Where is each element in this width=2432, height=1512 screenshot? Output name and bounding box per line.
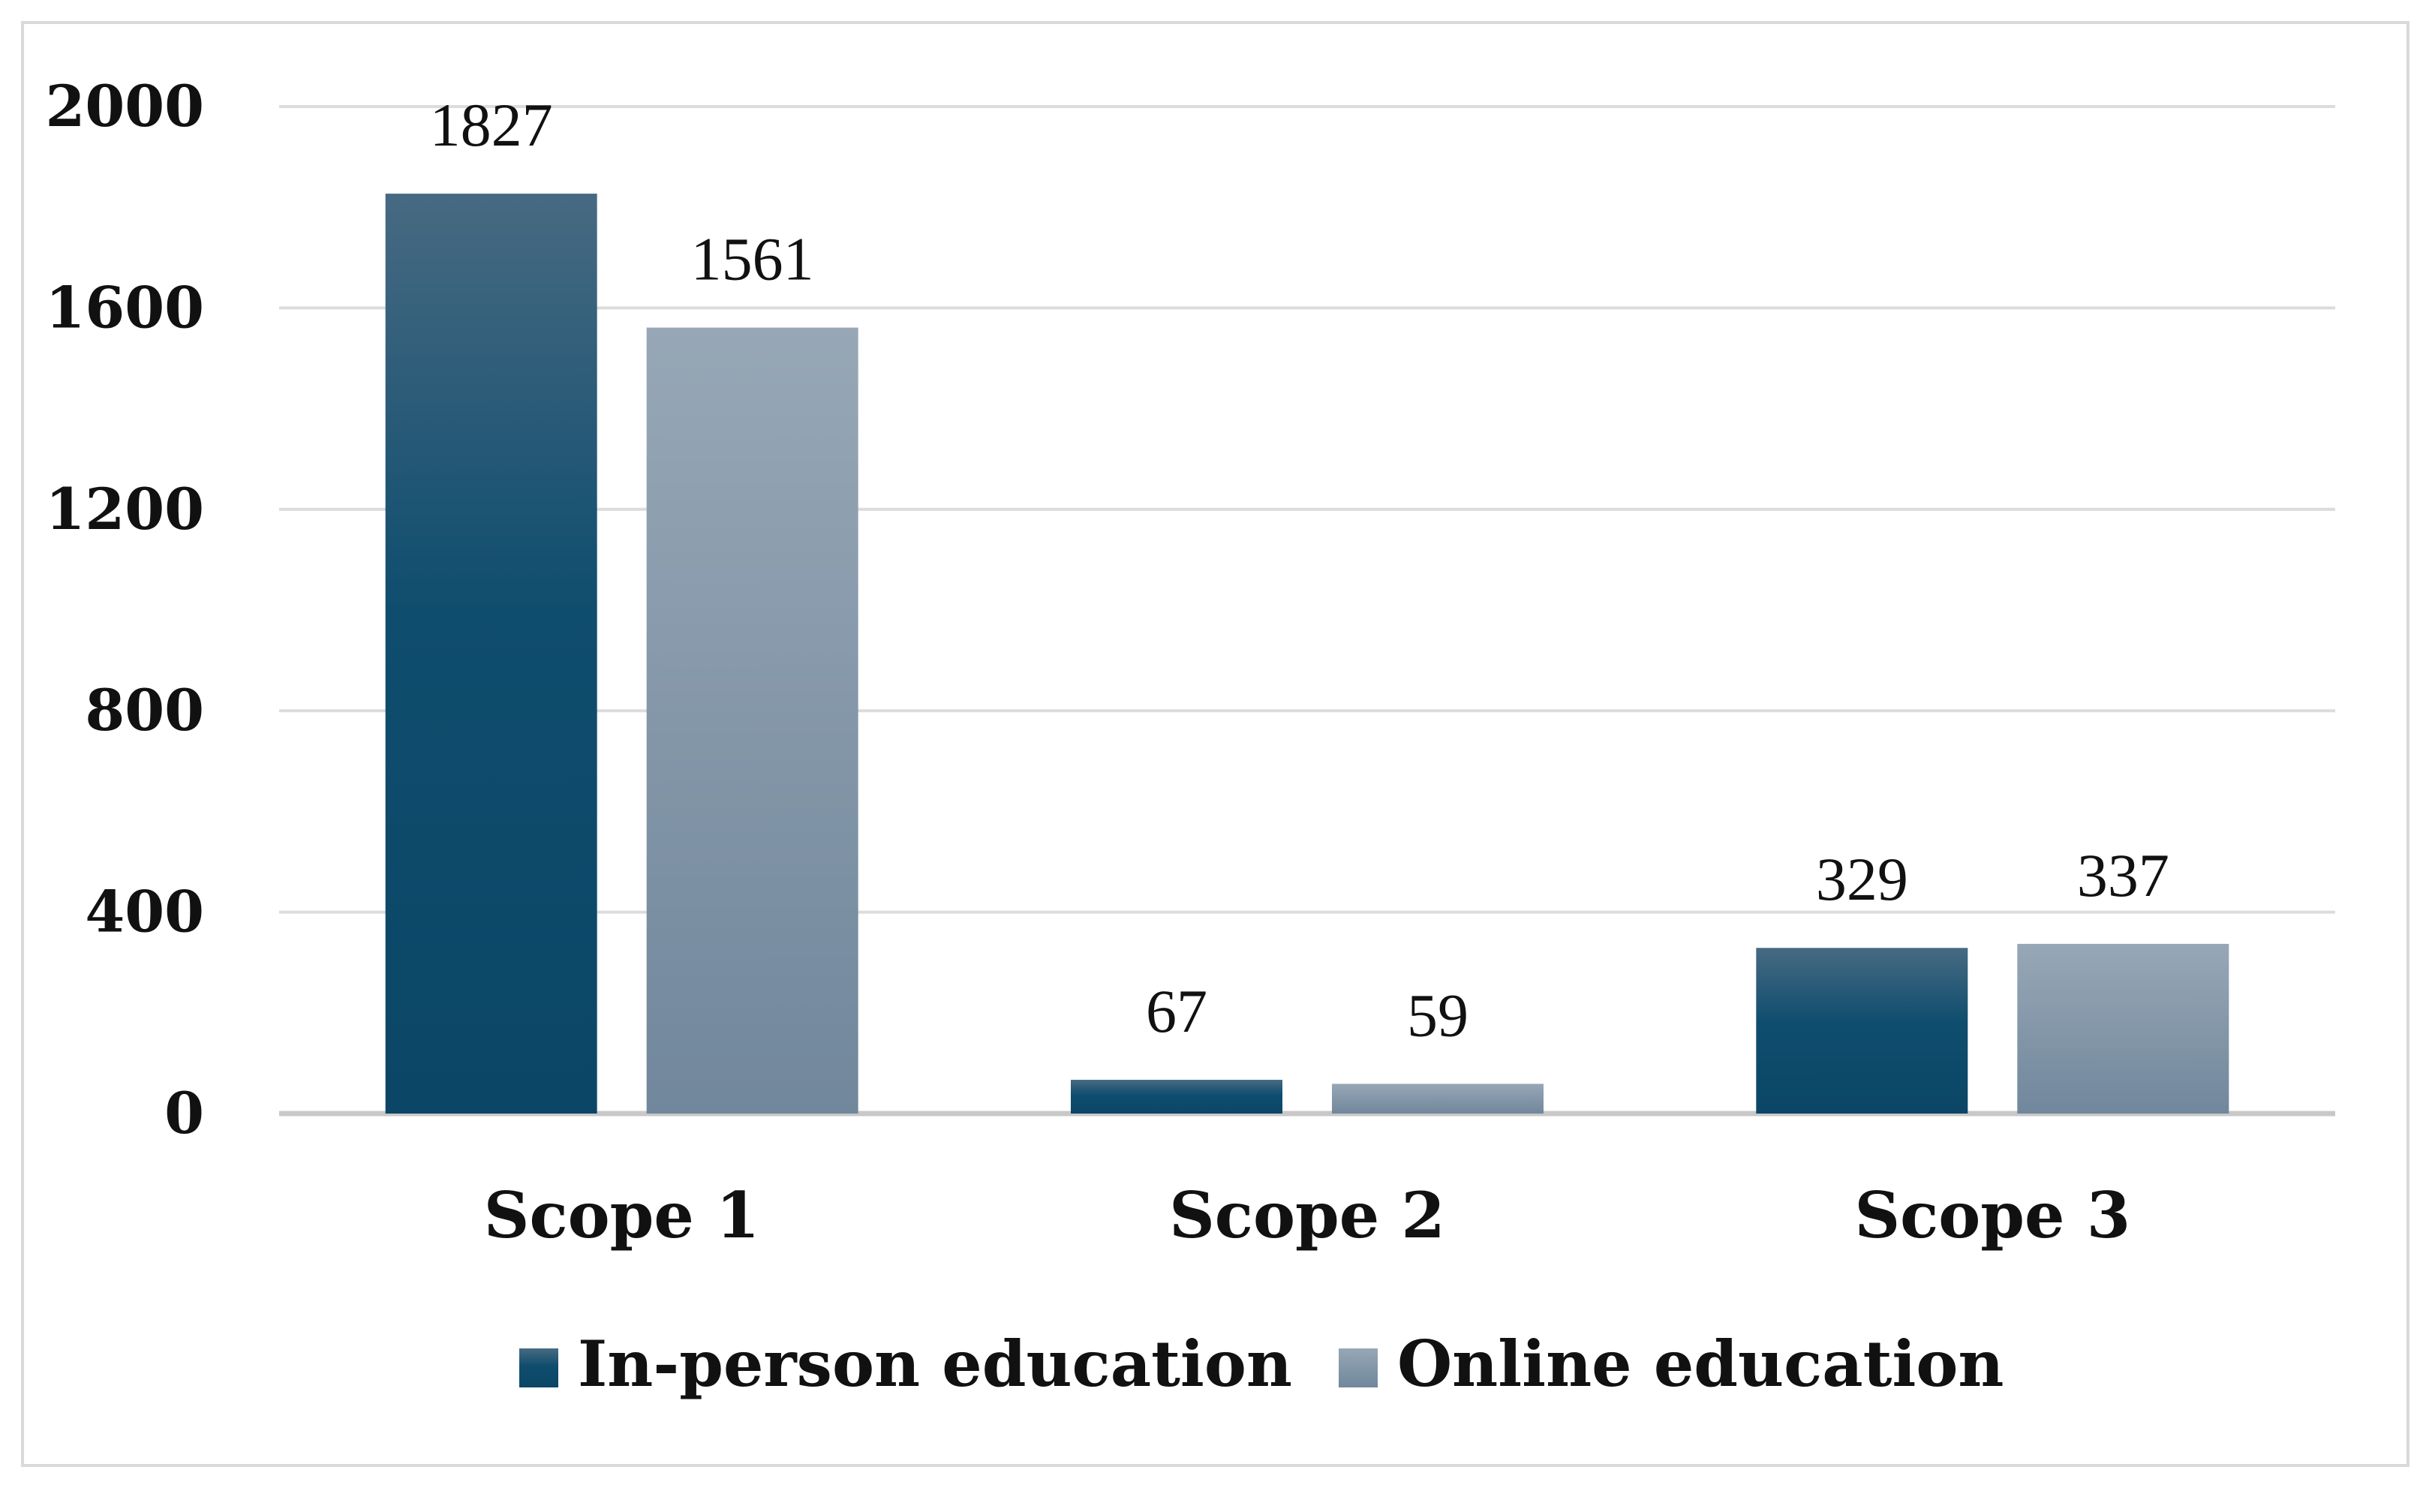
- gridlines: [279, 105, 2335, 1117]
- y-tick-label: 0: [164, 1080, 204, 1147]
- data-labels: 1827 1561 67 59 329 337: [430, 91, 2169, 1049]
- x-axis-category-labels: Scope 1 Scope 2 Scope 3: [484, 1178, 2130, 1252]
- y-tick-label: 1600: [45, 274, 204, 341]
- x-category-label: Scope 2: [1169, 1178, 1445, 1252]
- x-category-label: Scope 1: [484, 1178, 760, 1252]
- bars: [385, 194, 2229, 1114]
- y-tick-label: 2000: [45, 73, 204, 140]
- data-label: 329: [1816, 845, 1908, 913]
- legend-item-in-person: In-person education: [519, 1327, 1292, 1401]
- bar-in-person-1: [385, 194, 597, 1114]
- bar-online-3: [2017, 943, 2229, 1114]
- bar-in-person-3: [1756, 948, 1968, 1114]
- data-label: 67: [1146, 977, 1207, 1045]
- data-label: 337: [2077, 841, 2169, 909]
- legend-item-online: Online education: [1339, 1327, 2004, 1401]
- chart-frame: 0 400 800 1200 1600 2000 1827 1561 67 59 329 337 S…: [21, 21, 2409, 1467]
- legend-label: In-person education: [578, 1327, 1292, 1401]
- bar-online-2: [1332, 1084, 1544, 1114]
- y-tick-label: 1200: [45, 476, 204, 543]
- data-label: 59: [1407, 981, 1469, 1049]
- bar-in-person-2: [1071, 1080, 1282, 1114]
- legend: In-person education Online education: [519, 1327, 2004, 1401]
- data-label: 1827: [430, 91, 553, 159]
- bar-online-1: [646, 327, 858, 1114]
- bar-chart: 0 400 800 1200 1600 2000 1827 1561 67 59 329 337 S…: [45, 73, 2335, 1401]
- y-tick-label: 400: [85, 879, 204, 945]
- legend-swatch: [1339, 1348, 1378, 1387]
- y-tick-label: 800: [85, 677, 204, 744]
- legend-swatch: [519, 1348, 558, 1387]
- legend-label: Online education: [1397, 1327, 2004, 1401]
- data-label: 1561: [691, 225, 814, 293]
- x-category-label: Scope 3: [1854, 1178, 2130, 1252]
- y-axis-tick-labels: 0 400 800 1200 1600 2000: [45, 73, 204, 1147]
